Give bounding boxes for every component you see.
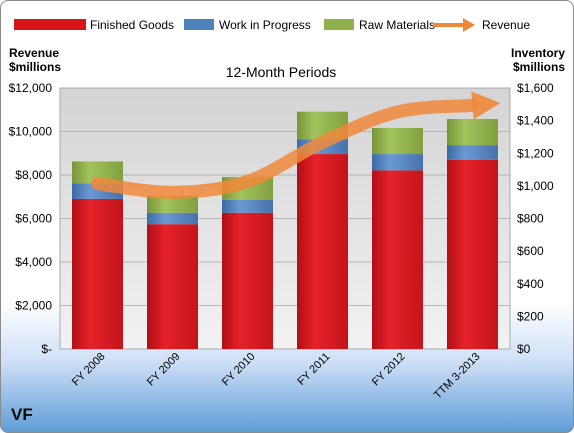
legend-swatch-finished-goods <box>14 19 86 30</box>
x-tick-label: FY 2010 <box>220 351 258 389</box>
revenue-point-fy-2009 <box>172 191 173 193</box>
bar-work-in-progress-fy-2012 <box>372 154 423 171</box>
right-tick-label: $1,200 <box>517 146 554 160</box>
x-tick-label: FY 2011 <box>295 351 332 388</box>
legend-label-revenue: Revenue <box>482 18 530 32</box>
revenue-point-fy-2008 <box>97 183 98 185</box>
left-tick-label: $8,000 <box>15 168 52 182</box>
revenue-arrow-head <box>471 91 501 120</box>
left-tick-labels: $- $2,000 $4,000 $6,000 $8,000 $10,000 $12,000 <box>9 81 53 356</box>
left-tick-label: $4,000 <box>15 255 52 269</box>
right-axis-title-line1: Inventory <box>511 46 565 60</box>
bar-raw-materials-fy-2012 <box>372 127 423 155</box>
right-tick-label: $400 <box>517 277 544 291</box>
legend-swatch-revenue <box>433 18 475 32</box>
right-tick-label: $1,000 <box>517 179 554 193</box>
left-tick-label: $12,000 <box>9 81 53 95</box>
legend-label-raw-materials: Raw Materials <box>359 18 435 32</box>
bar-finished-goods-fy-2010 <box>222 212 273 349</box>
revenue-line <box>91 91 501 199</box>
right-tick-label: $600 <box>517 244 544 258</box>
revenue-point-fy-2011 <box>322 141 323 143</box>
x-tick-labels: FY 2008 FY 2009 FY 2010 FY 2011 FY 2012 TTM 3… <box>70 351 483 402</box>
bars <box>72 111 498 349</box>
x-tick-label: TTM 3-2013 <box>432 351 483 402</box>
bar-raw-materials-fy-2009 <box>147 195 198 213</box>
bar-finished-goods-fy-2008 <box>72 198 123 349</box>
legend-label-finished-goods: Finished Goods <box>90 18 174 32</box>
right-tick-label: $800 <box>517 212 544 226</box>
bar-finished-goods-fy-2011 <box>297 154 348 349</box>
x-tick-label: FY 2012 <box>370 351 408 389</box>
revenue-point-fy-2010 <box>247 181 248 183</box>
revenue-point-ttm-3-2013 <box>472 104 473 106</box>
right-tick-label: $1,600 <box>517 81 554 95</box>
company-label: VF <box>11 405 33 424</box>
right-tick-label: $200 <box>517 309 544 323</box>
x-tick-label: FY 2008 <box>70 351 108 389</box>
bar-raw-materials-ttm-3-2013 <box>447 118 498 146</box>
right-tick-label: $0 <box>517 342 531 356</box>
revenue-line-path <box>91 98 479 199</box>
bar-work-in-progress-fy-2009 <box>147 212 198 225</box>
revenue-point-fy-2012 <box>397 111 398 113</box>
legend-swatch-work-in-progress <box>184 19 214 30</box>
bar-finished-goods-fy-2009 <box>147 224 198 349</box>
left-tick-label: $2,000 <box>15 299 52 313</box>
left-axis-title-line2: $millions <box>9 60 61 74</box>
gridlines <box>60 131 510 306</box>
chart-subtitle: 12-Month Periods <box>226 64 337 80</box>
legend-label-work-in-progress: Work in Progress <box>219 18 311 32</box>
bar-finished-goods-fy-2012 <box>372 170 423 349</box>
bar-work-in-progress-fy-2010 <box>222 199 273 213</box>
legend: Finished Goods Work in Progress Raw Mate… <box>14 18 530 32</box>
right-axis-title-line2: $millions <box>513 60 565 74</box>
left-tick-label: $10,000 <box>9 125 53 139</box>
legend-swatch-raw-materials <box>324 19 354 30</box>
left-tick-label: $6,000 <box>15 212 52 226</box>
bar-raw-materials-fy-2008 <box>72 161 123 184</box>
bar-finished-goods-ttm-3-2013 <box>447 159 498 349</box>
left-axis-title-line1: Revenue <box>9 46 59 60</box>
right-tick-label: $1,400 <box>517 114 554 128</box>
bar-work-in-progress-ttm-3-2013 <box>447 145 498 160</box>
x-tick-label: FY 2009 <box>145 351 183 389</box>
right-tick-labels: $0 $200 $400 $600 $800 $1,000 $1,200 $1,400 $1,6… <box>517 81 554 356</box>
left-tick-label: $- <box>41 342 52 356</box>
